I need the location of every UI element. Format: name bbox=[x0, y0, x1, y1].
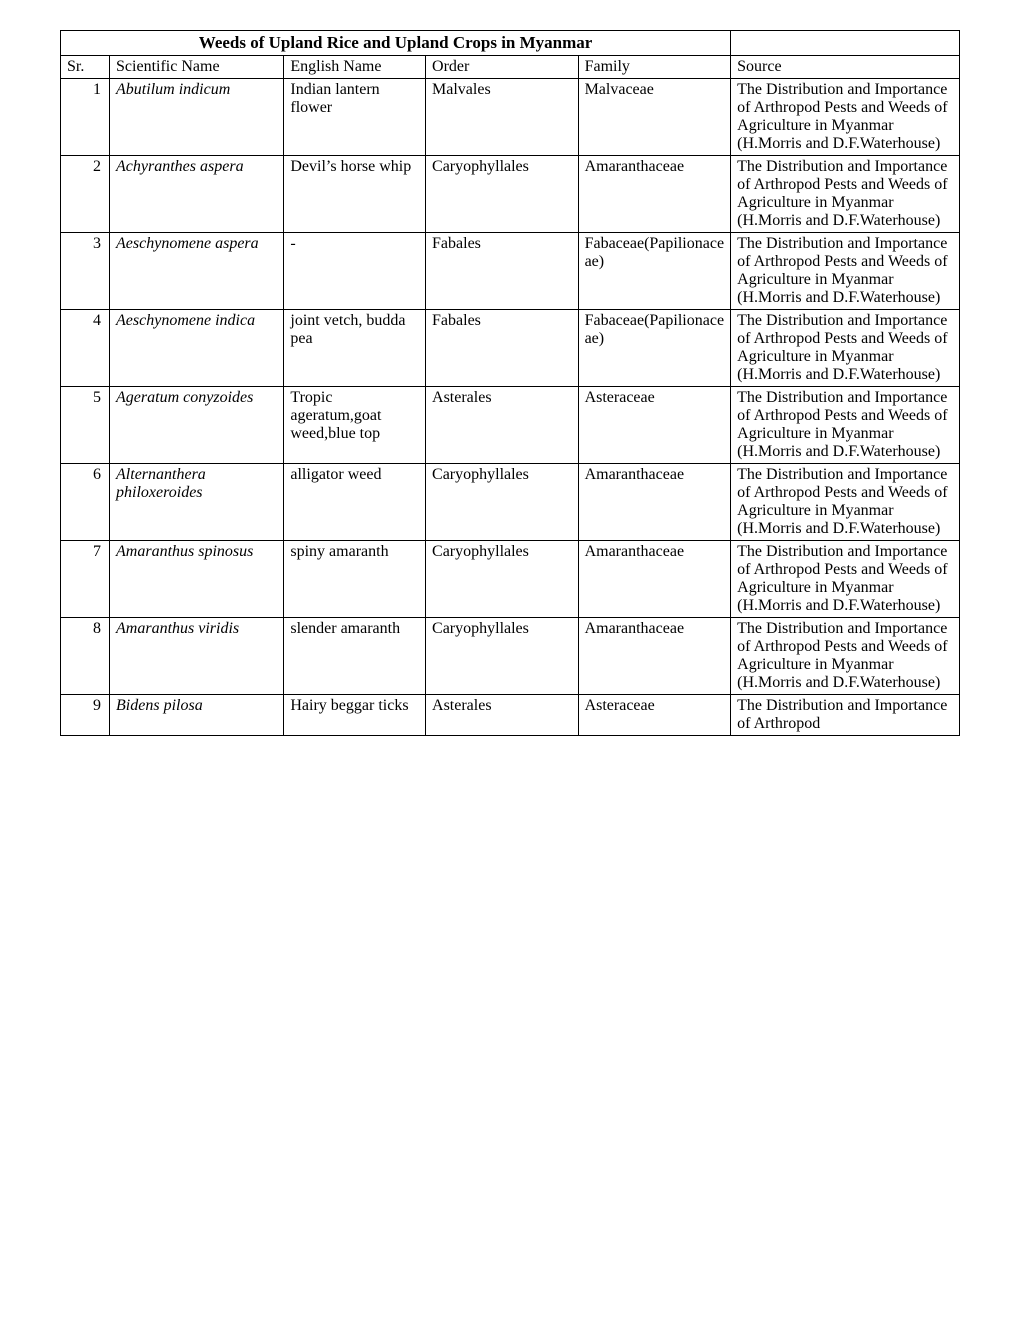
cell-english: Devil’s horse whip bbox=[284, 156, 426, 233]
cell-source: The Distribution and Importance of Arthr… bbox=[731, 156, 960, 233]
table-row: 4Aeschynomene indicajoint vetch, budda p… bbox=[61, 310, 960, 387]
cell-sr: 7 bbox=[61, 541, 110, 618]
cell-family: Fabaceae(Papilionaceae) bbox=[578, 233, 731, 310]
cell-family: Malvaceae bbox=[578, 79, 731, 156]
cell-sr: 3 bbox=[61, 233, 110, 310]
table-title-empty bbox=[731, 31, 960, 56]
cell-scientific: Aeschynomene indica bbox=[110, 310, 284, 387]
column-header: Sr. bbox=[61, 56, 110, 79]
table-row: 2Achyranthes asperaDevil’s horse whipCar… bbox=[61, 156, 960, 233]
table-row: 6Alternanthera philoxeroidesalligator we… bbox=[61, 464, 960, 541]
cell-order: Caryophyllales bbox=[426, 156, 579, 233]
cell-scientific: Amaranthus viridis bbox=[110, 618, 284, 695]
table-row: 8Amaranthus viridisslender amaranthCaryo… bbox=[61, 618, 960, 695]
cell-scientific: Amaranthus spinosus bbox=[110, 541, 284, 618]
table-row: 7Amaranthus spinosusspiny amaranthCaryop… bbox=[61, 541, 960, 618]
column-header: English Name bbox=[284, 56, 426, 79]
cell-family: Amaranthaceae bbox=[578, 156, 731, 233]
cell-sr: 5 bbox=[61, 387, 110, 464]
cell-scientific: Ageratum conyzoides bbox=[110, 387, 284, 464]
cell-sr: 2 bbox=[61, 156, 110, 233]
cell-english: - bbox=[284, 233, 426, 310]
table-row: 5Ageratum conyzoidesTropic ageratum,goat… bbox=[61, 387, 960, 464]
cell-order: Fabales bbox=[426, 233, 579, 310]
cell-sr: 4 bbox=[61, 310, 110, 387]
cell-sr: 8 bbox=[61, 618, 110, 695]
cell-english: Hairy beggar ticks bbox=[284, 695, 426, 736]
cell-family: Amaranthaceae bbox=[578, 541, 731, 618]
cell-family: Asteraceae bbox=[578, 387, 731, 464]
cell-scientific: Achyranthes aspera bbox=[110, 156, 284, 233]
table-row: 1Abutilum indicumIndian lantern flowerMa… bbox=[61, 79, 960, 156]
cell-english: alligator weed bbox=[284, 464, 426, 541]
cell-order: Malvales bbox=[426, 79, 579, 156]
cell-family: Asteraceae bbox=[578, 695, 731, 736]
cell-order: Caryophyllales bbox=[426, 541, 579, 618]
column-header: Source bbox=[731, 56, 960, 79]
weeds-table: Weeds of Upland Rice and Upland Crops in… bbox=[60, 30, 960, 736]
cell-family: Amaranthaceae bbox=[578, 464, 731, 541]
table-row: 9Bidens pilosaHairy beggar ticksAsterale… bbox=[61, 695, 960, 736]
cell-english: joint vetch, budda pea bbox=[284, 310, 426, 387]
cell-english: Indian lantern flower bbox=[284, 79, 426, 156]
cell-scientific: Bidens pilosa bbox=[110, 695, 284, 736]
cell-source: The Distribution and Importance of Arthr… bbox=[731, 618, 960, 695]
cell-scientific: Alternanthera philoxeroides bbox=[110, 464, 284, 541]
cell-sr: 9 bbox=[61, 695, 110, 736]
cell-order: Caryophyllales bbox=[426, 618, 579, 695]
cell-scientific: Aeschynomene aspera bbox=[110, 233, 284, 310]
cell-family: Fabaceae(Papilionaceae) bbox=[578, 310, 731, 387]
cell-order: Asterales bbox=[426, 695, 579, 736]
cell-scientific: Abutilum indicum bbox=[110, 79, 284, 156]
cell-english: slender amaranth bbox=[284, 618, 426, 695]
cell-source: The Distribution and Importance of Arthr… bbox=[731, 310, 960, 387]
table-row: 3Aeschynomene aspera-FabalesFabaceae(Pap… bbox=[61, 233, 960, 310]
cell-source: The Distribution and Importance of Arthr… bbox=[731, 387, 960, 464]
cell-sr: 1 bbox=[61, 79, 110, 156]
cell-source: The Distribution and Importance of Arthr… bbox=[731, 79, 960, 156]
column-header: Order bbox=[426, 56, 579, 79]
column-header: Scientific Name bbox=[110, 56, 284, 79]
cell-english: spiny amaranth bbox=[284, 541, 426, 618]
cell-source: The Distribution and Importance of Arthr… bbox=[731, 695, 960, 736]
cell-order: Fabales bbox=[426, 310, 579, 387]
cell-english: Tropic ageratum,goat weed,blue top bbox=[284, 387, 426, 464]
table-title: Weeds of Upland Rice and Upland Crops in… bbox=[61, 31, 731, 56]
cell-family: Amaranthaceae bbox=[578, 618, 731, 695]
column-header: Family bbox=[578, 56, 731, 79]
cell-sr: 6 bbox=[61, 464, 110, 541]
cell-source: The Distribution and Importance of Arthr… bbox=[731, 541, 960, 618]
cell-source: The Distribution and Importance of Arthr… bbox=[731, 464, 960, 541]
cell-order: Asterales bbox=[426, 387, 579, 464]
cell-source: The Distribution and Importance of Arthr… bbox=[731, 233, 960, 310]
cell-order: Caryophyllales bbox=[426, 464, 579, 541]
